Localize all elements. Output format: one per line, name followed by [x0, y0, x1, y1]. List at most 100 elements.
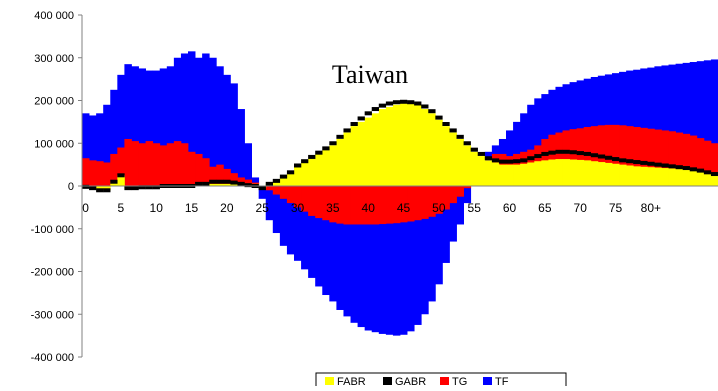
marker-gabr — [506, 159, 514, 164]
bar-tf — [385, 186, 394, 335]
marker-gabr — [145, 185, 153, 190]
bar-fabr — [604, 162, 613, 186]
bar-tf — [647, 67, 655, 186]
marker-gabr — [117, 173, 125, 178]
bar-tg — [286, 186, 295, 204]
x-tick-label: 20 — [220, 201, 234, 215]
bar-tf — [421, 186, 429, 315]
bar-tg — [209, 166, 217, 186]
bar-fabr — [675, 168, 684, 186]
marker-gabr — [378, 103, 387, 108]
bar-tg — [301, 186, 309, 212]
bar-tg — [117, 147, 125, 186]
marker-gabr — [583, 151, 591, 156]
bar-fabr — [668, 168, 676, 186]
x-tick-label: 65 — [538, 201, 552, 215]
bar-tf — [407, 186, 415, 332]
marker-gabr — [597, 154, 606, 159]
marker-gabr — [682, 166, 690, 171]
marker-gabr — [470, 147, 478, 152]
bar-tf — [209, 57, 217, 186]
bar-tf — [237, 109, 245, 186]
bar-fabr — [703, 174, 712, 186]
marker-gabr — [89, 186, 97, 191]
legend-swatch — [325, 377, 334, 385]
bar-fabr — [364, 117, 373, 186]
y-tick-label: 300 000 — [34, 53, 74, 65]
bar-tf — [428, 186, 436, 302]
bar-tg — [682, 133, 691, 186]
bar-tg — [272, 186, 281, 195]
bar-tg — [294, 186, 302, 208]
bar-tf — [138, 68, 146, 186]
bar-tg — [329, 186, 337, 223]
bar-tg — [661, 130, 669, 186]
bar-fabr — [527, 162, 535, 186]
marker-gabr — [576, 151, 584, 156]
x-tick-label: 0 — [82, 201, 89, 215]
bar-tf — [145, 70, 154, 186]
marker-gabr — [286, 170, 295, 175]
bar-fabr — [506, 164, 514, 187]
bar-tg — [166, 143, 175, 186]
marker-gabr — [315, 150, 323, 155]
bar-tg — [385, 186, 394, 224]
bar-tg — [131, 141, 139, 186]
bar-tg — [188, 151, 196, 186]
bar-tf — [124, 64, 132, 186]
bar-tf — [251, 177, 260, 186]
y-tick-label: 0 — [68, 181, 74, 193]
series-fabr — [82, 103, 718, 191]
bar-fabr — [456, 138, 464, 186]
bar-tg — [654, 129, 662, 186]
bars-layer — [82, 51, 718, 336]
bar-tg — [710, 143, 718, 186]
bar-tg — [612, 124, 620, 186]
bar-tg — [350, 186, 358, 225]
marker-gabr — [308, 154, 316, 159]
marker-gabr — [654, 162, 662, 167]
bar-tf — [456, 186, 464, 225]
bar-tg — [265, 186, 274, 191]
bar-tg — [315, 186, 323, 219]
bar-tg — [407, 186, 415, 222]
marker-gabr — [244, 183, 252, 188]
bar-tf — [89, 115, 97, 186]
bar-tg — [668, 131, 676, 186]
marker-gabr — [392, 100, 401, 105]
bar-fabr — [654, 167, 662, 186]
marker-gabr — [103, 188, 111, 193]
bar-tf — [195, 57, 203, 186]
bar-tf — [166, 66, 175, 186]
marker-gabr — [689, 167, 697, 172]
marker-gabr — [364, 111, 372, 116]
bar-tf — [527, 104, 535, 186]
marker-gabr — [562, 149, 570, 154]
marker-gabr — [456, 134, 464, 139]
x-tick-label: 45 — [397, 201, 411, 215]
bar-fabr — [329, 145, 337, 186]
legend-swatch — [483, 377, 492, 385]
y-tick-label: 200 000 — [34, 96, 74, 108]
bar-tf — [392, 186, 401, 336]
bar-tf — [159, 68, 168, 186]
marker-gabr — [336, 134, 344, 139]
marker-gabr — [230, 180, 238, 185]
bar-fabr — [633, 166, 641, 186]
legend-label: GABR — [395, 376, 426, 386]
marker-gabr — [442, 122, 450, 127]
bar-fabr — [682, 169, 691, 186]
bar-tf — [223, 74, 231, 186]
bar-tf — [696, 61, 705, 186]
bar-fabr — [435, 119, 443, 186]
marker-gabr — [534, 154, 542, 159]
bar-fabr — [294, 166, 302, 186]
bar-tf — [661, 65, 669, 186]
bar-tf — [301, 186, 309, 270]
bar-tg — [173, 141, 182, 186]
legend-swatch — [440, 377, 449, 385]
marker-gabr — [696, 168, 705, 173]
marker-gabr — [124, 186, 132, 191]
bar-tf — [682, 62, 691, 186]
